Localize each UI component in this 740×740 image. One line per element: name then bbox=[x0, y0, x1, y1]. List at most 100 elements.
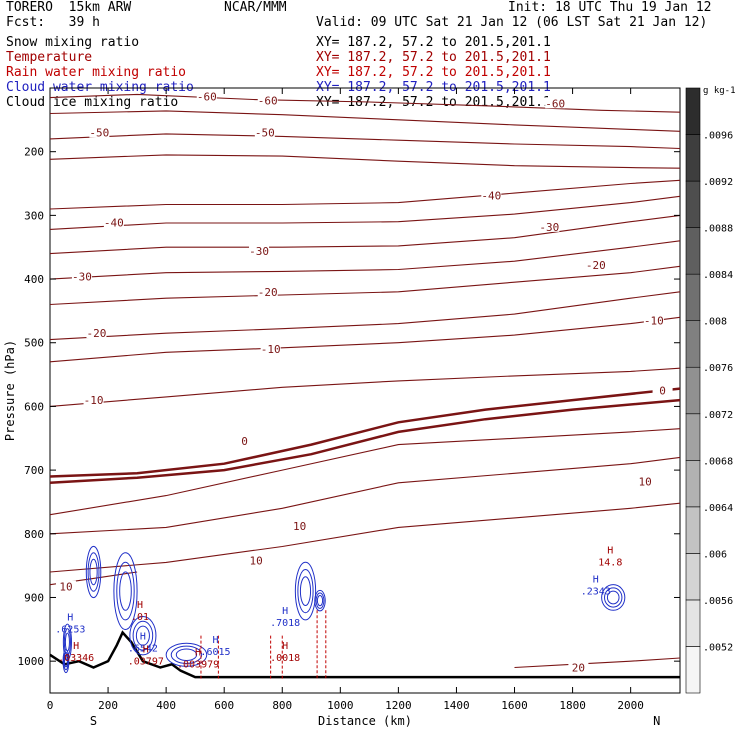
isotherm-line bbox=[514, 657, 681, 669]
isotherm-label-bg bbox=[289, 520, 310, 532]
colorbar-segment bbox=[685, 599, 701, 647]
isotherm-label-bg bbox=[254, 126, 275, 138]
isotherm-label-bg bbox=[481, 189, 502, 201]
cloud-water-contour bbox=[604, 587, 623, 608]
max-value-label: .6253 bbox=[55, 625, 85, 636]
max-value-label: .2343 bbox=[581, 586, 611, 597]
isotherm-label-bg bbox=[568, 661, 589, 673]
cloud-water-contour bbox=[87, 552, 100, 592]
x-tick-label: 200 bbox=[98, 699, 118, 712]
cloud-water-contour bbox=[113, 552, 138, 631]
cloud-water-contour bbox=[315, 592, 325, 609]
max-marker: H bbox=[212, 635, 218, 646]
cloud-water-contour bbox=[294, 561, 317, 621]
max-marker: H bbox=[67, 613, 73, 624]
isotherm-label: 0 bbox=[241, 435, 248, 448]
isotherm-label-bg bbox=[652, 384, 673, 396]
colorbar-segment bbox=[685, 87, 701, 135]
isotherm-label-bg bbox=[71, 270, 92, 282]
field-xy: XY= 187.2, 57.2 to 201.5,201.1 bbox=[316, 95, 551, 110]
org-label: NCAR/MMM bbox=[224, 0, 287, 15]
y-axis-label: Pressure (hPa) bbox=[3, 340, 17, 441]
max-value-label: .003979 bbox=[177, 660, 219, 671]
colorbar-tick-label: .0092 bbox=[703, 177, 733, 188]
colorbar-segment bbox=[685, 320, 701, 368]
max-value-label: .03797 bbox=[128, 656, 164, 667]
isotherm-line bbox=[49, 214, 681, 255]
isotherm-label: -30 bbox=[249, 245, 269, 258]
cloud-water-contour bbox=[165, 642, 208, 667]
x-tick-label: 800 bbox=[272, 699, 292, 712]
cloud-water-contour bbox=[297, 569, 314, 614]
isotherm-label-bg bbox=[257, 285, 278, 297]
y-tick-label: 600 bbox=[24, 400, 44, 413]
model-title: TORERO 15km ARW bbox=[6, 0, 132, 15]
isotherm-label-bg bbox=[539, 220, 560, 232]
isotherm-label: -20 bbox=[586, 259, 606, 272]
isotherm-label-bg bbox=[246, 554, 267, 566]
isotherm-label: 20 bbox=[572, 662, 585, 675]
field-name: Cloud ice mixing ratio bbox=[6, 95, 179, 110]
isotherm-label: -10 bbox=[261, 343, 281, 356]
isotherm-label: -20 bbox=[87, 327, 107, 340]
y-tick-label: 400 bbox=[24, 273, 44, 286]
colorbar-tick-label: .0072 bbox=[703, 410, 733, 421]
isotherm-line bbox=[49, 195, 681, 230]
isotherm-label-bg bbox=[635, 475, 656, 487]
max-marker: H bbox=[282, 641, 288, 652]
colorbar-tick-label: .0076 bbox=[703, 363, 733, 374]
cloud-water-contour bbox=[175, 648, 198, 662]
max-value-label: .6015 bbox=[200, 647, 230, 658]
y-tick-label: 1000 bbox=[18, 655, 45, 668]
isotherm-label: -60 bbox=[545, 97, 565, 110]
field-xy: XY= 187.2, 57.2 to 201.5,201.1 bbox=[316, 65, 551, 80]
isotherm-line bbox=[49, 240, 681, 280]
isotherm-label: -10 bbox=[84, 394, 104, 407]
colorbar-tick-label: .0064 bbox=[703, 503, 733, 514]
max-value-label: .03346 bbox=[58, 653, 94, 664]
isotherm-label: -40 bbox=[481, 190, 501, 203]
isotherm-label-bg bbox=[249, 245, 270, 257]
isotherm-line bbox=[49, 133, 681, 150]
valid-time: Valid: 09 UTC Sat 21 Jan 12 (06 LST Sat … bbox=[316, 15, 708, 30]
colorbar-tick-label: .006 bbox=[703, 549, 727, 560]
isotherm-label: -30 bbox=[72, 271, 92, 284]
x-tick-label: 0 bbox=[47, 699, 54, 712]
max-marker: H bbox=[143, 644, 149, 655]
cloud-water-contour bbox=[64, 632, 70, 652]
cloud-water-contour bbox=[63, 652, 69, 671]
cloud-water-contour bbox=[135, 625, 150, 646]
north-label: N bbox=[653, 714, 660, 728]
colorbar-tick-label: .0084 bbox=[703, 270, 733, 281]
colorbar-unit: g kg-1 bbox=[703, 86, 736, 96]
isotherm-label: 10 bbox=[639, 476, 652, 489]
max-value-label: .6542 bbox=[128, 644, 158, 655]
isotherm-label: -10 bbox=[644, 314, 664, 327]
isotherm-label: -40 bbox=[104, 216, 124, 229]
isotherm-label-bg bbox=[643, 314, 664, 326]
cloud-water-contour bbox=[89, 558, 98, 586]
south-label: S bbox=[90, 714, 97, 728]
colorbar-segment bbox=[685, 227, 701, 275]
colorbar-segment bbox=[685, 413, 701, 461]
isotherm-line bbox=[49, 316, 681, 363]
max-marker: H bbox=[195, 648, 201, 659]
max-marker: H bbox=[593, 574, 599, 585]
cloud-water-contour bbox=[119, 571, 132, 611]
isotherm-label-bg bbox=[89, 126, 110, 138]
max-value-label: .01 bbox=[131, 612, 149, 623]
y-tick-label: 200 bbox=[24, 146, 44, 159]
colorbar-segment bbox=[685, 366, 701, 415]
init-time: Init: 18 UTC Thu 19 Jan 12 bbox=[508, 0, 712, 15]
isotherm-label: 0 bbox=[659, 385, 666, 398]
cloud-water-contour bbox=[606, 590, 620, 605]
isotherm-line bbox=[49, 110, 681, 132]
isotherm-line bbox=[49, 179, 681, 210]
isotherm-label-bg bbox=[260, 343, 281, 355]
cloud-water-contour bbox=[170, 645, 203, 664]
isotherm-line bbox=[49, 154, 681, 169]
x-tick-label: 1000 bbox=[327, 699, 354, 712]
max-value-label: .7018 bbox=[270, 618, 300, 629]
isotherm-label: 10 bbox=[250, 555, 263, 568]
